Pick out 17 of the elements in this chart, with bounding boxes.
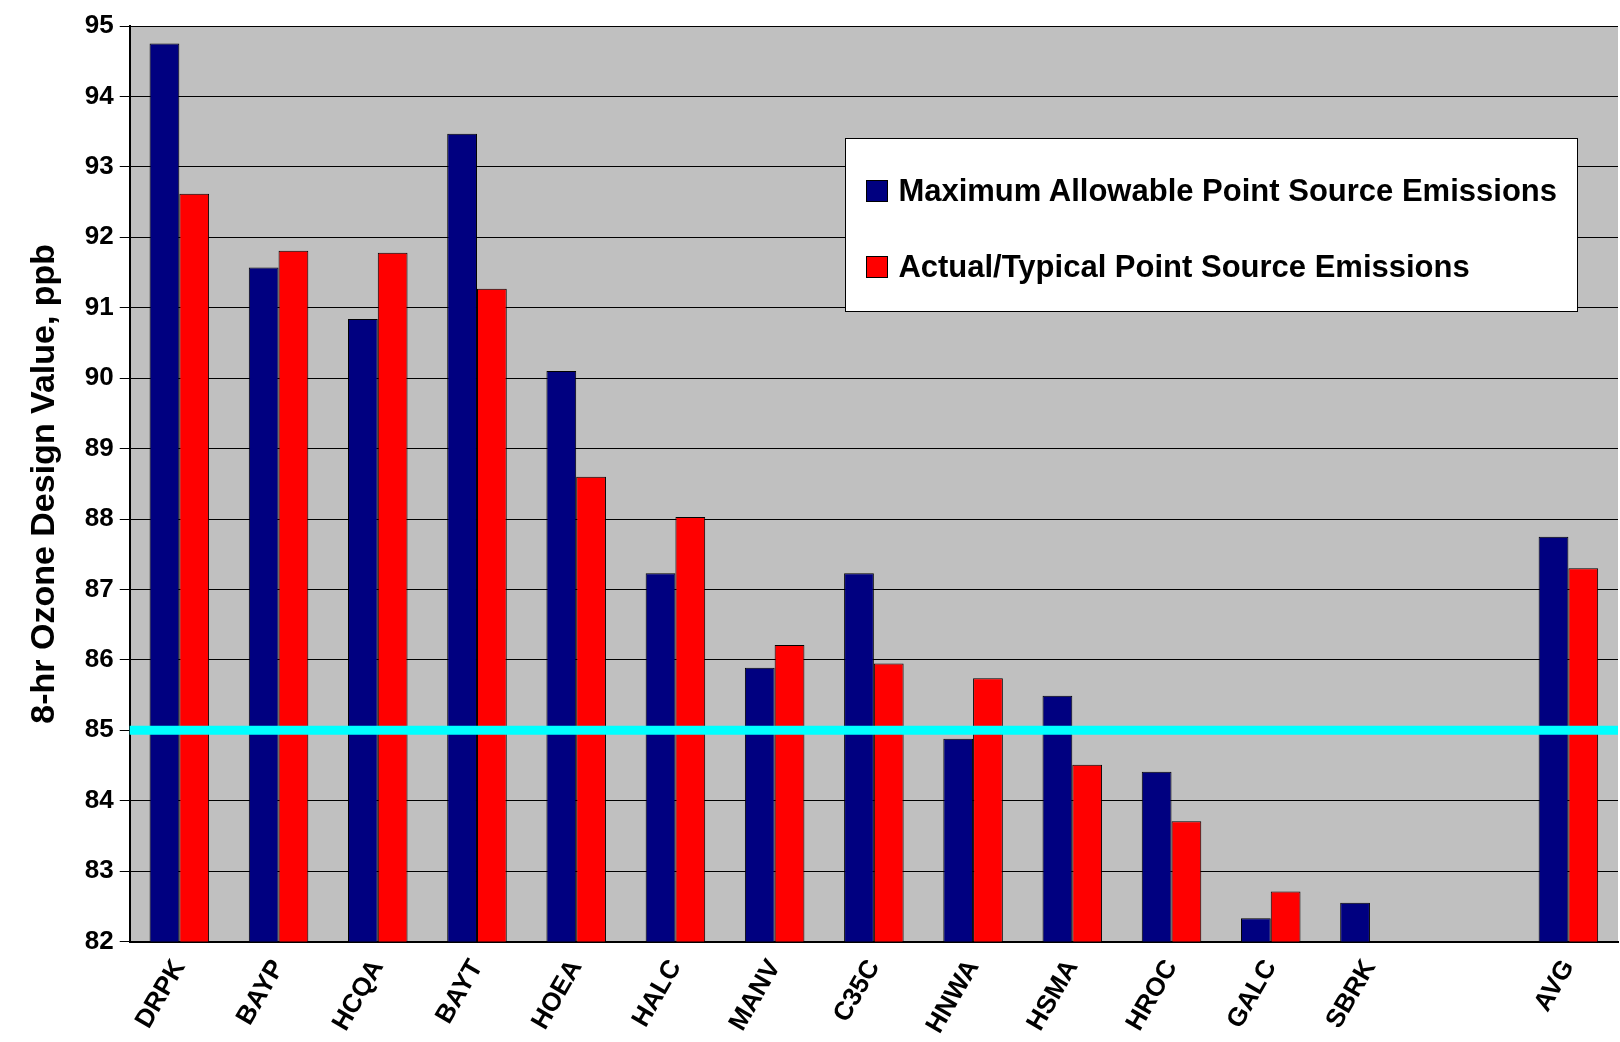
y-tick-label: 95 [84, 9, 114, 40]
y-tick-label: 89 [84, 431, 114, 462]
y-axis-title: 8-hr Ozone Design Value, ppb [22, 243, 61, 724]
y-tick-label: 84 [84, 783, 115, 814]
y-tick-label: 88 [84, 502, 114, 533]
y-tick-label: 87 [84, 572, 114, 603]
legend-label: Maximum Allowable Point Source Emissions [897, 173, 1557, 209]
y-tick-label: 93 [84, 150, 114, 181]
y-tick-label: 86 [84, 643, 114, 674]
y-tick-label: 90 [84, 361, 114, 392]
y-tick-label: 91 [84, 290, 114, 321]
legend-label: Actual/Typical Point Source Emissions [897, 249, 1471, 285]
y-tick-label: 83 [84, 854, 114, 885]
y-tick-label: 94 [84, 79, 115, 110]
y-tick-label: 82 [84, 924, 114, 955]
y-tick-label: 85 [84, 713, 114, 744]
y-tick-label: 92 [84, 220, 114, 251]
